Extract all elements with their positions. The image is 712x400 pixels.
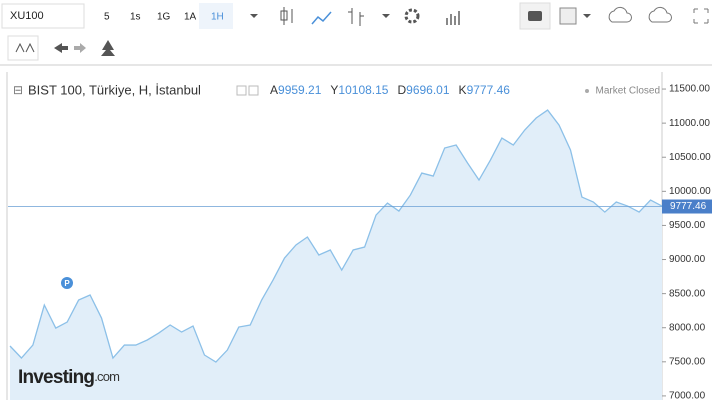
y-tick-label: 8500.00	[669, 288, 706, 299]
camera-icon	[528, 11, 542, 21]
ohlc-letter: K	[459, 83, 467, 97]
settings-icon[interactable]	[404, 8, 420, 24]
undo-icon[interactable]	[54, 43, 68, 53]
ohlc-letter: D	[397, 83, 406, 97]
ohlc-value: 9696.01	[406, 83, 450, 97]
icon	[236, 85, 247, 96]
y-tick-label: 7000.00	[669, 391, 706, 400]
fullscreen-icon[interactable]	[693, 8, 709, 24]
interval-button[interactable]: 5	[104, 12, 110, 23]
status-dot	[585, 89, 589, 93]
line-icon[interactable]	[311, 11, 332, 25]
bars-icon[interactable]	[348, 8, 364, 26]
compare-button[interactable]	[7, 35, 39, 61]
interval-active-bg	[199, 3, 233, 29]
cloud-download-icon[interactable]	[608, 6, 632, 23]
ohlc-group: A9959.21 Y10108.15 D9696.01 K9777.46	[236, 83, 510, 97]
candle-icon[interactable]	[280, 7, 293, 25]
y-tick-label: 11500.00	[669, 84, 710, 95]
marker-circle[interactable]	[61, 277, 73, 289]
market-status: Market Closed	[596, 86, 660, 97]
plot: 7000.00 7500.00 8000.00 8500.00 9000.00 9500.…	[8, 84, 712, 400]
chart-title: BIST 100, Türkiye, H, İstanbul	[28, 82, 201, 97]
cloud-upload-icon[interactable]	[648, 6, 672, 23]
last-price-tag	[662, 199, 712, 214]
y-tick-label: 7500.00	[669, 356, 706, 367]
ohlc-value: 9959.21	[278, 83, 322, 97]
dropdown-arrow[interactable]	[583, 14, 591, 18]
color-box[interactable]	[559, 7, 577, 25]
ohlc-value: 10108.15	[338, 83, 388, 97]
interval-button[interactable]: 1A	[184, 12, 197, 23]
marker-text: P	[64, 279, 70, 288]
watermark-main: Investing	[18, 367, 94, 388]
interval-button[interactable]: 1G	[157, 12, 171, 23]
y-tick-label: 9000.00	[669, 254, 706, 265]
redo-icon[interactable]	[74, 43, 86, 53]
last-price-label: 9777.46	[670, 201, 707, 212]
ohlc-value: 9777.46	[467, 83, 511, 97]
y-tick-label: 8000.00	[669, 322, 706, 333]
y-tick-label: 10000.00	[669, 186, 711, 197]
alert-icon[interactable]	[101, 40, 115, 56]
compare-icon	[15, 42, 35, 53]
watermark: Investing.com	[18, 367, 119, 388]
interval-group: 5 1s 1G 1A 1H	[104, 3, 233, 29]
symbol-text: XU100	[10, 10, 44, 22]
interval-button[interactable]: 1s	[130, 12, 141, 23]
y-tick-label: 9500.00	[669, 220, 706, 231]
indicators-icon[interactable]	[446, 11, 460, 25]
ohlc-letter: Y	[330, 83, 338, 97]
dropdown-arrow[interactable]	[250, 14, 258, 18]
y-tick-label: 10500.00	[669, 152, 711, 163]
interval-button[interactable]: 1H	[211, 12, 224, 23]
watermark-suffix: .com	[94, 369, 119, 384]
ohlc-letter: A	[270, 83, 278, 97]
ohlc-values: A9959.21 Y10108.15 D9696.01 K9777.46	[270, 83, 510, 97]
y-tick-label: 11000.00	[669, 118, 710, 129]
symbol-input[interactable]	[1, 3, 85, 29]
area	[10, 110, 662, 400]
dropdown-arrow[interactable]	[382, 14, 390, 18]
icon	[248, 85, 259, 96]
price-line	[9, 109, 663, 363]
collapse-icon[interactable]: ⊟	[13, 83, 23, 97]
